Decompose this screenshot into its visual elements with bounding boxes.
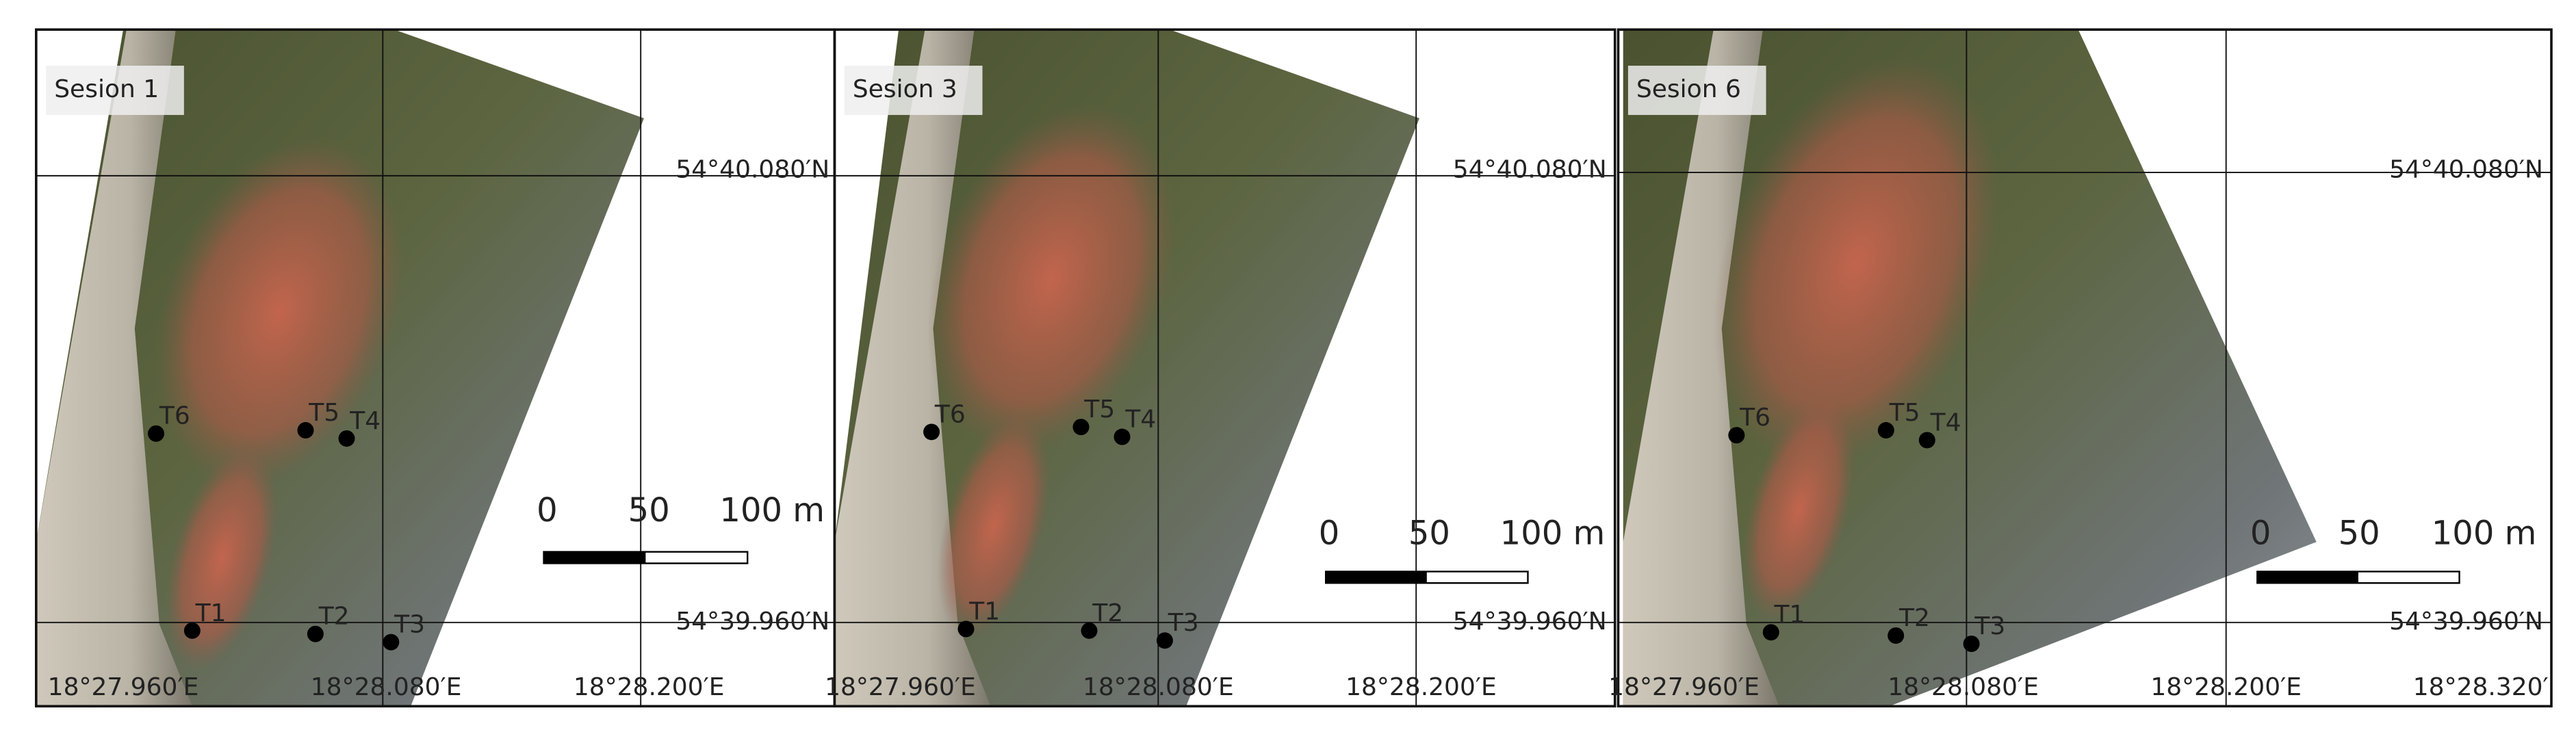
longitude-label: 18°27.960′E [48, 673, 199, 701]
station-label: T4 [1124, 406, 1156, 434]
panel-title: Sesion 3 [853, 75, 957, 103]
station-label: T2 [1092, 599, 1123, 627]
scale-bar-label: 100 m [719, 491, 825, 530]
station-marker [1762, 624, 1779, 641]
station-label: T2 [318, 603, 350, 631]
scale-bar-label: 0 [537, 491, 558, 530]
station-label: T3 [394, 611, 425, 639]
plume [1712, 57, 2000, 469]
panel-title: Sesion 1 [54, 75, 159, 103]
title-box [46, 66, 184, 116]
shoreline [1623, 29, 1779, 707]
longitude-label: 18°28.200′E [1345, 673, 1497, 701]
station-label: T3 [1974, 612, 2005, 640]
scale-bar-label: 50 [628, 491, 670, 530]
plume [155, 138, 404, 486]
scale-bar-label: 50 [1408, 514, 1450, 553]
station-marker [1877, 421, 1894, 439]
map-panel: Sesion 1 T6 T5 T4 T1 T2 T3 54°40.080′N 54°39.960… [35, 28, 836, 708]
shoreline [36, 29, 192, 707]
longitude-label: 18°28.080′E [1888, 673, 2039, 701]
longitude-label: 18°28.080′E [311, 673, 462, 701]
station-marker [307, 625, 324, 642]
scale-bar-label: 50 [2339, 514, 2380, 553]
scale-bar-label: 100 m [1500, 514, 1606, 553]
scale-bar-label: 100 m [2432, 514, 2537, 553]
station-label: T5 [1889, 399, 1920, 427]
station-label: T5 [1083, 395, 1115, 423]
latitude-label: 54°39.960′N [1453, 608, 1607, 636]
plume-tail [938, 413, 1051, 638]
orthophoto [834, 29, 1420, 707]
latitude-label: 54°40.080′N [2389, 156, 2543, 184]
station-label: T5 [308, 399, 339, 427]
station-label: T2 [1898, 604, 1930, 632]
station-label: T6 [1739, 404, 1770, 432]
station-label: T1 [1774, 601, 1805, 629]
station-label: T4 [1930, 408, 1961, 436]
latitude-label: 54°39.960′N [2389, 608, 2543, 636]
shoreline [834, 29, 991, 707]
station-marker [1728, 427, 1745, 444]
longitude-label: 18°28.320′ [2413, 673, 2549, 701]
scale-bar-label: 0 [2250, 514, 2271, 553]
map-panel: Sesion 3 T6 T5 T4 T1 T2 T3 54°40.080′N 54°39.960… [825, 28, 1617, 708]
plume-tail [166, 446, 279, 670]
station-label: T6 [159, 402, 190, 430]
map-panel: Sesion 6 T6 T5 T4 T1 T2 T3 54°40.080′N 54°39.960… [1608, 28, 2553, 708]
latitude-label: 54°39.960′N [675, 608, 829, 636]
orthophoto [36, 29, 645, 707]
station-label: T1 [968, 597, 1000, 625]
title-box [1627, 66, 1766, 116]
scale-bar-black [543, 551, 646, 564]
station-marker [338, 430, 355, 447]
plume-tail [1742, 397, 1855, 621]
longitude-label: 18°28.200′E [574, 673, 725, 701]
station-label: T6 [934, 400, 966, 428]
station-marker [1963, 636, 1980, 653]
station-marker [383, 634, 400, 651]
panel-frame [833, 28, 1617, 708]
station-marker [1072, 419, 1090, 436]
station-label: T4 [349, 407, 381, 435]
station-marker [1888, 627, 1905, 644]
panel-title: Sesion 6 [1636, 75, 1741, 103]
scale-bar-black [2257, 571, 2358, 584]
station-marker [148, 425, 165, 442]
panel-frame [1617, 28, 2553, 708]
station-marker [957, 621, 975, 638]
latitude-label: 54°40.080′N [1453, 156, 1607, 184]
station-marker [923, 423, 940, 441]
title-box [844, 66, 983, 116]
station-marker [1918, 432, 1935, 449]
station-marker [1156, 632, 1173, 649]
station-marker [297, 421, 314, 439]
station-marker [1081, 622, 1098, 639]
longitude-label: 18°28.080′E [1083, 673, 1234, 701]
scale-bar-black [1326, 571, 1427, 584]
station-label: T1 [195, 599, 227, 627]
scale-bar-label: 0 [1319, 514, 1340, 553]
plume [927, 105, 1176, 454]
longitude-label: 18°28.200′E [2150, 673, 2302, 701]
station-marker [1113, 428, 1131, 445]
station-label: T3 [1168, 609, 1199, 637]
longitude-label: 18°27.960′E [825, 673, 976, 701]
longitude-label: 18°27.960′E [1608, 673, 1760, 701]
latitude-label: 54°40.080′N [675, 156, 829, 184]
station-marker [183, 622, 201, 639]
orthophoto [1623, 29, 2317, 707]
